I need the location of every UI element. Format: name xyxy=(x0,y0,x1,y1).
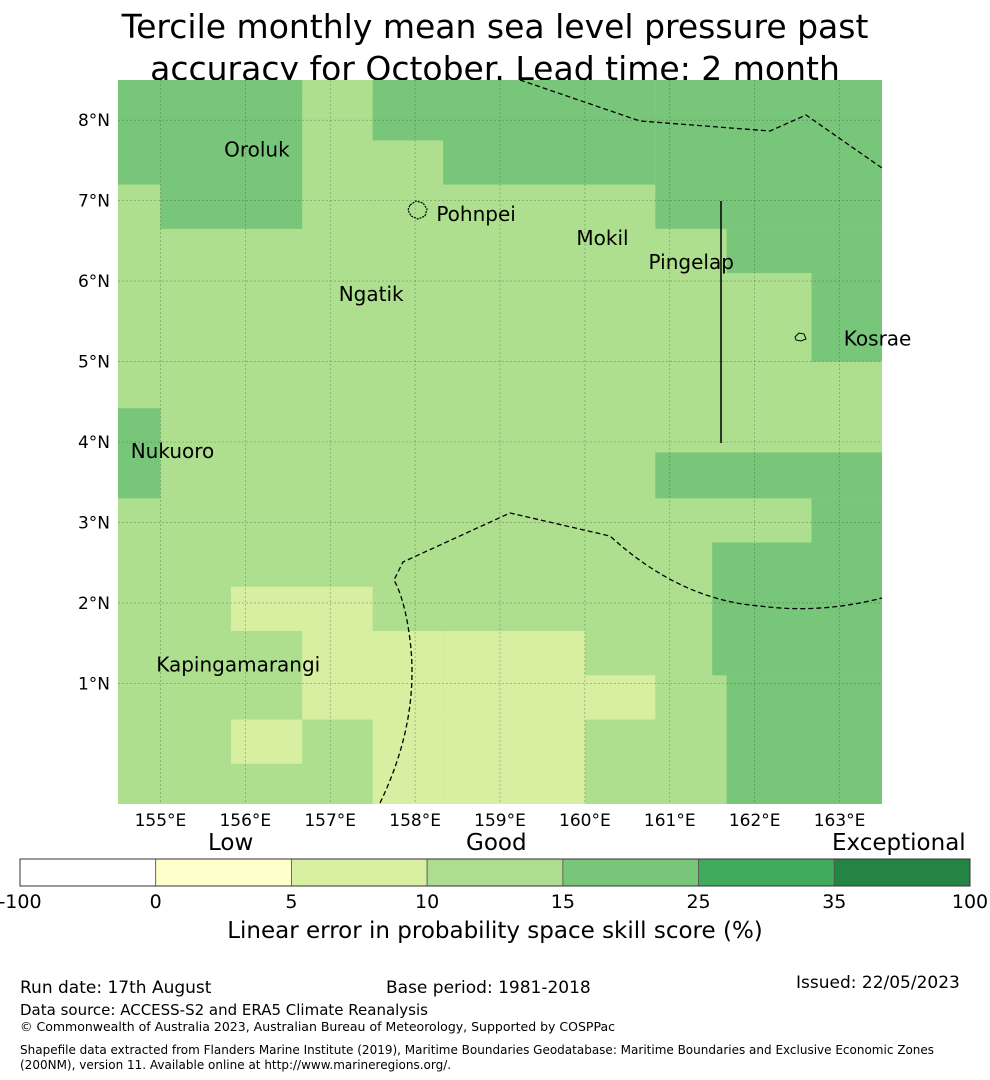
skill-cell xyxy=(160,80,303,229)
skill-cell xyxy=(655,80,882,229)
colorbar-segment xyxy=(698,858,835,887)
colorbar-segment xyxy=(155,858,292,887)
lon-tick-label: 163°E xyxy=(814,811,866,831)
chart-title: Tercile monthly mean sea level pressure … xyxy=(0,6,990,90)
colorbar-segment xyxy=(562,858,699,887)
lat-tick-label: 4°N xyxy=(78,433,110,453)
lat-tick-label: 5°N xyxy=(78,353,110,373)
lat-tick-label: 8°N xyxy=(78,111,110,131)
lat-tick-label: 3°N xyxy=(78,513,110,533)
colorbar-tick-label: -100 xyxy=(0,891,42,913)
skill-cell xyxy=(302,94,373,229)
category-exceptional: Exceptional xyxy=(832,830,966,856)
issued-date: Issued: 22/05/2023 xyxy=(796,973,960,993)
skill-cell xyxy=(118,408,161,499)
run-date: Run date: 17th August xyxy=(20,978,212,998)
skill-cell xyxy=(230,719,303,764)
place-label: Nukuoro xyxy=(131,439,215,463)
colorbar-tick-label: 25 xyxy=(686,891,710,913)
skill-cell xyxy=(302,631,444,720)
colorbar-segment xyxy=(291,858,428,887)
colorbar-tick-label: 5 xyxy=(285,891,297,913)
lon-tick-label: 161°E xyxy=(644,811,696,831)
colorbar-tick-labels: -100 0 5 10 15 25 35 100 xyxy=(0,891,988,913)
colorbar-label: Linear error in probability space skill … xyxy=(227,918,763,944)
pohnpei-island-outline xyxy=(407,200,428,220)
category-low: Low xyxy=(208,830,254,856)
place-label: Pingelap xyxy=(649,250,734,274)
lon-tick-label: 158°E xyxy=(389,811,441,831)
maritime-boundaries xyxy=(379,79,883,804)
place-label: Kapingamarangi xyxy=(156,652,320,676)
lon-tick-label: 162°E xyxy=(729,811,781,831)
place-label: Ngatik xyxy=(339,282,404,306)
skill-cell xyxy=(811,273,882,362)
base-period: Base period: 1981-2018 xyxy=(386,978,591,998)
place-label: Mokil xyxy=(576,226,628,250)
lat-tick-label: 6°N xyxy=(78,272,110,292)
category-good: Good xyxy=(466,830,527,856)
skill-cell xyxy=(372,719,444,804)
lon-tick-label: 160°E xyxy=(559,811,611,831)
data-source: Data source: ACCESS-S2 and ERA5 Climate … xyxy=(20,1001,428,1019)
colorbar-tick-label: 15 xyxy=(551,891,575,913)
eez-boundary-south xyxy=(379,512,883,804)
skill-cell xyxy=(118,80,161,185)
lat-tick-label: 7°N xyxy=(78,192,110,212)
skill-cell xyxy=(443,631,585,804)
skill-cell xyxy=(230,586,373,632)
skill-cell xyxy=(655,452,882,499)
place-labels: Oroluk Pohnpei Mokil Pingelap Ngatik Kosrae Nu… xyxy=(131,137,912,676)
lon-tick-label: 159°E xyxy=(474,811,526,831)
colorbar-tick-label: 0 xyxy=(150,891,162,913)
skill-cell xyxy=(372,140,444,229)
skill-cell xyxy=(443,80,656,185)
colorbar xyxy=(19,858,971,887)
lat-tick-label: 2°N xyxy=(78,594,110,614)
lon-tick-label: 155°E xyxy=(135,811,187,831)
copyright-notice: © Commonwealth of Australia 2023, Austra… xyxy=(20,1019,615,1034)
skill-cell xyxy=(372,80,444,141)
colorbar-segment xyxy=(833,858,971,887)
place-label: Pohnpei xyxy=(436,202,516,226)
longitude-tick-labels: 155°E 156°E 157°E 158°E 159°E 160°E 161°E 162°E… xyxy=(135,811,866,831)
graticule xyxy=(118,80,882,804)
place-label: Oroluk xyxy=(224,137,290,161)
shapefile-credit-line-2: (200NM), version 11. Available online at… xyxy=(20,1058,452,1072)
colorbar-segment xyxy=(19,858,157,887)
colorbar-tick-label: 10 xyxy=(415,891,439,913)
skill-cell xyxy=(584,675,656,720)
colorbar-segment xyxy=(426,858,564,887)
skill-cell xyxy=(726,228,882,274)
lon-tick-label: 157°E xyxy=(304,811,356,831)
island-outlines xyxy=(407,200,807,342)
place-label: Kosrae xyxy=(844,326,912,350)
colorbar-tick-label: 35 xyxy=(822,891,846,913)
title-line-1: Tercile monthly mean sea level pressure … xyxy=(121,7,869,46)
lat-tick-label: 1°N xyxy=(78,674,110,694)
skill-cell xyxy=(726,675,882,804)
colorbar-tick-label: 100 xyxy=(952,891,988,913)
latitude-tick-labels: 1°N 2°N 3°N 4°N 5°N 6°N 7°N 8°N xyxy=(78,111,110,694)
kosrae-island-outline xyxy=(794,332,807,342)
eez-boundary-north xyxy=(519,79,883,169)
skill-cell xyxy=(811,498,882,543)
lon-tick-label: 156°E xyxy=(219,811,271,831)
colorbar-border xyxy=(19,858,971,887)
shapefile-credit-line-1: Shapefile data extracted from Flanders M… xyxy=(20,1043,935,1057)
